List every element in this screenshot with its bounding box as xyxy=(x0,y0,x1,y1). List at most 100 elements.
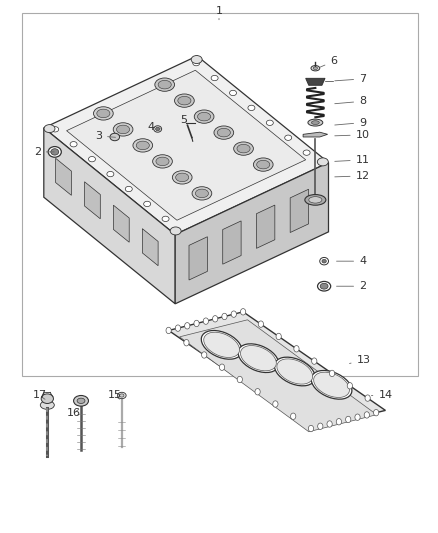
Polygon shape xyxy=(303,132,328,137)
Ellipse shape xyxy=(318,281,331,291)
Ellipse shape xyxy=(158,80,171,89)
Text: 6: 6 xyxy=(320,56,337,67)
Ellipse shape xyxy=(156,157,169,166)
Ellipse shape xyxy=(176,173,189,182)
Circle shape xyxy=(290,413,296,419)
Text: 17: 17 xyxy=(32,391,46,400)
Circle shape xyxy=(201,352,207,358)
Ellipse shape xyxy=(240,345,276,371)
Ellipse shape xyxy=(193,60,200,66)
Circle shape xyxy=(346,416,351,423)
Ellipse shape xyxy=(322,260,326,263)
Ellipse shape xyxy=(44,125,55,133)
Circle shape xyxy=(219,364,225,370)
Ellipse shape xyxy=(120,394,124,397)
Ellipse shape xyxy=(191,55,202,63)
Circle shape xyxy=(212,316,218,322)
Ellipse shape xyxy=(110,133,120,141)
Circle shape xyxy=(308,425,314,432)
Ellipse shape xyxy=(192,187,212,200)
Text: 12: 12 xyxy=(335,171,370,181)
Ellipse shape xyxy=(313,67,318,69)
Ellipse shape xyxy=(154,126,162,132)
Ellipse shape xyxy=(204,332,240,358)
Ellipse shape xyxy=(317,158,328,166)
Circle shape xyxy=(276,333,281,340)
Circle shape xyxy=(194,320,199,327)
Ellipse shape xyxy=(194,110,214,123)
Polygon shape xyxy=(189,237,208,280)
Ellipse shape xyxy=(237,144,250,153)
Ellipse shape xyxy=(320,284,328,289)
Circle shape xyxy=(329,370,335,377)
Circle shape xyxy=(222,313,227,320)
Polygon shape xyxy=(290,189,309,232)
Circle shape xyxy=(237,376,243,383)
Ellipse shape xyxy=(311,66,320,71)
Ellipse shape xyxy=(309,197,322,203)
Text: 16: 16 xyxy=(67,408,81,418)
Bar xyxy=(22,13,418,376)
Text: 8: 8 xyxy=(335,96,366,106)
Ellipse shape xyxy=(117,392,126,399)
Polygon shape xyxy=(306,78,325,85)
Ellipse shape xyxy=(285,135,292,140)
Text: 4: 4 xyxy=(148,122,161,132)
Ellipse shape xyxy=(308,119,323,126)
Circle shape xyxy=(255,389,260,395)
Circle shape xyxy=(166,327,171,334)
Text: 9: 9 xyxy=(335,118,366,127)
Ellipse shape xyxy=(70,142,77,147)
Circle shape xyxy=(374,409,379,416)
Ellipse shape xyxy=(320,257,328,265)
Ellipse shape xyxy=(155,78,174,91)
Ellipse shape xyxy=(217,128,230,137)
Ellipse shape xyxy=(88,157,95,162)
Ellipse shape xyxy=(152,155,172,168)
Circle shape xyxy=(185,322,190,329)
Ellipse shape xyxy=(248,105,255,110)
Circle shape xyxy=(318,423,323,430)
Ellipse shape xyxy=(311,120,319,124)
Ellipse shape xyxy=(48,147,61,157)
Text: 15: 15 xyxy=(108,391,122,400)
Ellipse shape xyxy=(40,401,54,409)
Ellipse shape xyxy=(305,195,326,205)
Polygon shape xyxy=(169,312,385,429)
Text: 14: 14 xyxy=(371,391,392,400)
Polygon shape xyxy=(56,158,71,196)
Circle shape xyxy=(364,411,369,418)
Ellipse shape xyxy=(195,189,208,198)
Circle shape xyxy=(311,358,317,365)
Ellipse shape xyxy=(41,394,53,403)
Ellipse shape xyxy=(314,372,350,398)
Ellipse shape xyxy=(77,398,85,403)
Polygon shape xyxy=(67,70,306,220)
Polygon shape xyxy=(175,163,328,304)
Circle shape xyxy=(365,395,370,401)
Ellipse shape xyxy=(52,127,59,132)
Polygon shape xyxy=(142,229,158,266)
Text: 10: 10 xyxy=(335,130,370,140)
Ellipse shape xyxy=(97,109,110,118)
Ellipse shape xyxy=(311,370,352,399)
Circle shape xyxy=(327,421,332,427)
Text: 1: 1 xyxy=(215,6,223,20)
Ellipse shape xyxy=(266,120,273,125)
Ellipse shape xyxy=(198,112,211,121)
Circle shape xyxy=(184,340,189,346)
Polygon shape xyxy=(44,56,328,235)
Ellipse shape xyxy=(173,171,192,184)
Ellipse shape xyxy=(201,330,242,359)
Text: 5: 5 xyxy=(180,115,187,125)
Ellipse shape xyxy=(113,123,133,136)
Ellipse shape xyxy=(133,139,152,152)
Circle shape xyxy=(203,318,208,324)
Ellipse shape xyxy=(93,107,113,120)
Circle shape xyxy=(258,321,264,327)
Ellipse shape xyxy=(125,187,132,192)
Circle shape xyxy=(355,414,360,421)
Circle shape xyxy=(175,325,180,332)
Text: 2: 2 xyxy=(336,281,366,291)
Polygon shape xyxy=(257,205,275,248)
